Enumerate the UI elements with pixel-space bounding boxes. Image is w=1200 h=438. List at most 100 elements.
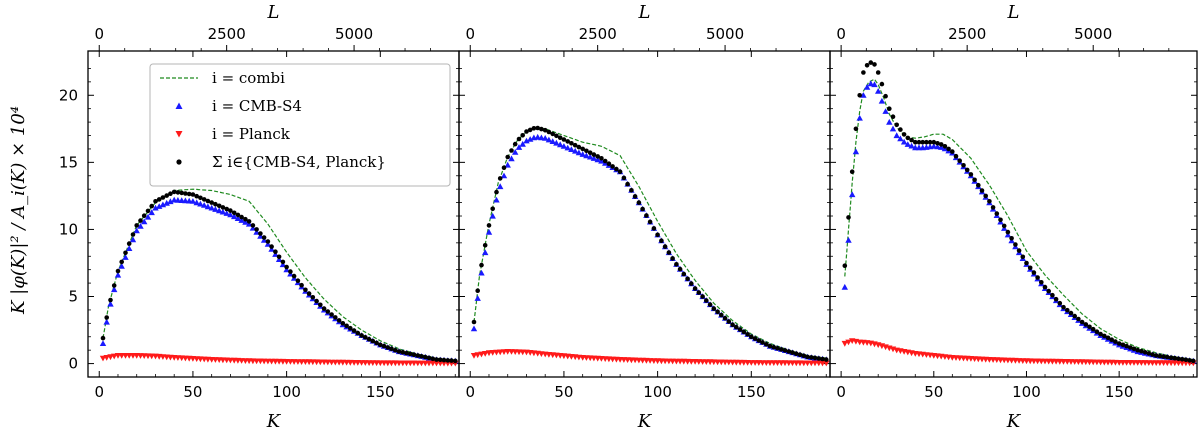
data-point: [553, 139, 560, 146]
data-point: [1001, 223, 1007, 229]
data-point: [887, 106, 892, 111]
data-point: [107, 300, 114, 307]
data-point: [824, 357, 829, 362]
data-point: [303, 287, 308, 293]
data-point: [771, 344, 777, 350]
data-point: [565, 139, 570, 144]
data-point: [950, 149, 955, 154]
data-point: [1005, 229, 1011, 235]
data-point: [1187, 358, 1192, 363]
data-point: [363, 335, 368, 340]
data-point: [786, 349, 792, 354]
y-tick-label: 0: [68, 355, 78, 373]
data-point: [516, 136, 522, 142]
data-point: [871, 81, 878, 88]
data-point: [220, 205, 226, 210]
data-point: [129, 236, 137, 243]
data-point: [512, 149, 519, 155]
data-point: [501, 165, 507, 170]
data-point: [998, 217, 1003, 223]
data-point: [284, 264, 289, 270]
data-point: [453, 358, 458, 364]
x-tick-label: 150: [737, 383, 766, 401]
data-point: [875, 70, 881, 75]
data-point: [99, 355, 107, 362]
series-2: [99, 196, 459, 364]
data-point: [228, 208, 233, 213]
x-axis-label: K: [266, 411, 282, 432]
data-point: [130, 232, 136, 237]
panel-frame: [458, 50, 831, 378]
data-point: [1179, 357, 1185, 362]
data-point: [171, 189, 177, 195]
data-point: [579, 151, 586, 157]
legend-item: i = combi: [160, 69, 285, 87]
data-point: [696, 290, 702, 295]
data-point: [524, 129, 529, 134]
data-point: [160, 195, 166, 200]
data-point: [909, 137, 914, 143]
data-point: [845, 237, 852, 243]
data-point: [572, 142, 578, 148]
data-point: [983, 193, 988, 199]
plot-area: [470, 125, 830, 367]
legend-marker-dot: [176, 159, 182, 165]
data-point: [564, 144, 571, 151]
data-point: [1176, 356, 1181, 362]
y-tick-label: 10: [59, 220, 78, 238]
x-tick-label: 0: [465, 383, 475, 401]
data-point: [779, 347, 784, 352]
data-point: [610, 164, 615, 169]
data-point: [279, 261, 287, 268]
data-point: [790, 350, 795, 355]
data-point: [314, 298, 319, 304]
data-point: [1131, 346, 1137, 352]
data-point: [606, 161, 612, 166]
series-2: [470, 133, 830, 363]
data-point: [111, 286, 118, 293]
data-point: [538, 134, 545, 141]
data-point: [381, 343, 387, 349]
data-point: [617, 169, 623, 174]
data-point: [489, 212, 496, 219]
data-point: [156, 197, 162, 202]
data-point: [546, 129, 552, 135]
plot-area: [99, 188, 459, 367]
data-point: [470, 353, 478, 359]
data-point: [1046, 288, 1051, 294]
data-point: [243, 216, 248, 222]
data-point: [734, 324, 739, 330]
data-point: [1135, 347, 1140, 353]
data-point: [280, 259, 286, 265]
data-point: [801, 353, 807, 359]
data-point: [1061, 304, 1066, 310]
data-point: [276, 254, 282, 260]
data-point: [216, 203, 222, 209]
data-point: [183, 191, 188, 196]
data-point: [393, 347, 398, 353]
data-point: [333, 315, 338, 320]
data-point: [531, 126, 537, 131]
data-point: [385, 345, 391, 350]
data-point: [994, 211, 1000, 216]
data-point: [662, 244, 668, 249]
plot-area: [841, 60, 1197, 367]
data-point: [857, 93, 862, 98]
data-point: [103, 355, 110, 361]
data-point: [396, 349, 402, 354]
data-point: [809, 355, 814, 360]
data-point: [797, 352, 803, 358]
top-tick-label: 5000: [706, 25, 744, 43]
data-point: [272, 251, 279, 257]
data-point: [890, 114, 896, 119]
data-point: [598, 157, 605, 164]
data-point: [752, 336, 758, 341]
data-point: [107, 354, 114, 361]
data-point: [1090, 326, 1096, 332]
data-point: [1076, 316, 1081, 322]
data-point: [841, 283, 848, 290]
data-point: [1004, 231, 1012, 238]
data-point: [576, 144, 582, 150]
data-point: [860, 92, 867, 98]
